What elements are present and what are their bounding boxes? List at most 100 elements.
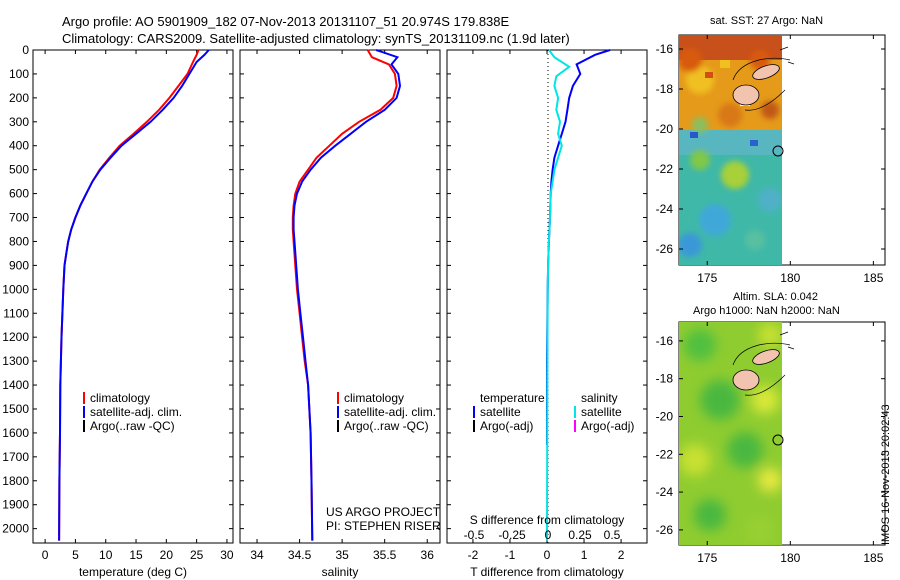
salinity-depth-ticks [240,49,440,530]
sst-map: -16 -18 -20 -22 -24 -26 175 180 185 [656,34,886,285]
depth-tick-label: 1000 [2,282,29,296]
legend-label-climatology: climatology [90,391,150,405]
depth-tick-label: 1500 [2,402,29,416]
s-difference-label: S difference from climatology [470,513,625,527]
lon-tick-label: 180 [780,551,800,565]
legend-label-argo: Argo(..raw -QC) [344,419,429,433]
lat-tick-label: -24 [656,202,674,216]
depth-tick-label: 1400 [2,378,29,392]
sla-map-title-line1: Altim. SLA: 0.042 [733,291,818,303]
lat-tick-label: -16 [656,42,674,56]
salinity-diff-ticklabels: -0.5 -0.25 0 0.25 0.5 [464,528,621,542]
temperature-xlabel: temperature (deg C) [79,565,187,579]
x-tick-label: 30 [220,548,234,562]
sla-lat-ticks: -16 -18 -20 -22 -24 -26 [656,334,885,537]
x-tick-label: 34.5 [288,548,312,562]
salinity-axes-frame [239,49,441,544]
sla-map-title-line2: Argo h1000: NaN h2000: NaN [693,305,840,317]
temperature-x-axis: 0 5 10 15 20 25 30 [42,50,234,562]
s-diff-tick-label: -0.25 [498,528,526,542]
legend-title-temperature: temperature [480,391,545,405]
lat-tick-label: -24 [656,485,674,499]
x-tick-label: 2 [618,548,625,562]
depth-tick-label: 1200 [2,330,29,344]
x-tick-label: 25 [190,548,204,562]
pi-annotation: PI: STEPHEN RISER [326,519,441,533]
depth-tick-label: 1900 [2,498,29,512]
temperature-series [58,49,210,541]
salinity-series [291,49,402,541]
figure-title-line2: Climatology: CARS2009. Satellite-adjuste… [62,31,570,46]
legend-title-salinity: salinity [581,391,618,405]
x-tick-label: 20 [160,548,174,562]
depth-tick-label: 2000 [2,522,29,536]
depth-tick-label: 200 [9,91,29,105]
depth-tick-label: 1600 [2,426,29,440]
x-tick-label: 35.5 [373,548,397,562]
depth-tick-label: 600 [9,187,29,201]
x-tick-label: -2 [468,548,479,562]
float-position-marker-sla [772,434,784,446]
salinity-panel: 34 34.5 35 35.5 36 salinity climatology sate… [239,49,441,579]
difference-panel: -2 -1 0 1 2 S difference from climatology -0… [446,49,648,579]
lat-tick-label: -26 [656,523,674,537]
legend-label-satellite: satellite-adj. clim. [344,405,436,419]
depth-tick-label: 1300 [2,354,29,368]
lat-tick-label: -22 [656,447,674,461]
x-tick-label: 0 [544,548,551,562]
temperature-panel: 0100200300400500600700800900100011001200… [2,43,234,579]
x-tick-label: -1 [505,548,516,562]
lon-tick-label: 185 [863,551,883,565]
x-tick-label: 15 [129,548,143,562]
x-tick-label: 0 [42,548,49,562]
lat-tick-label: -22 [656,162,674,176]
depth-tick-label: 300 [9,115,29,129]
float-position-marker [772,145,784,157]
lat-tick-label: -20 [656,122,674,136]
x-tick-label: 10 [99,548,113,562]
sst-field [679,35,782,265]
temperature-axes-frame [32,49,234,544]
depth-tick-label: 400 [9,139,29,153]
sst-lon-ticks: 175 180 185 [697,35,884,285]
lat-tick-label: -26 [656,242,674,256]
depth-tick-label: 1800 [2,474,29,488]
x-tick-label: 5 [72,548,79,562]
lon-tick-label: 185 [863,271,883,285]
depth-axis: 0 100 200 300 400 500 600 700 800 900 1000 1100 1200… [2,43,233,536]
depth-tick-label: 700 [9,211,29,225]
legend-label-temp-satellite: satellite [480,405,521,419]
temperature-legend: climatology satellite-adj. clim. Argo(..… [83,391,182,433]
depth-tick-label: 1100 [3,306,29,320]
s-diff-tick-label: 0 [545,528,552,542]
lat-tick-label: -18 [656,372,674,386]
lat-tick-label: -20 [656,409,674,423]
legend-label-temp-argo: Argo(-adj) [480,419,533,433]
series-line-cyan [546,49,571,541]
lon-tick-label: 175 [697,271,717,285]
figure-title-line1: Argo profile: AO 5901909_182 07-Nov-2013… [62,14,510,29]
difference-x-axis: -2 -1 0 1 2 [468,50,625,562]
legend-label-argo: Argo(..raw -QC) [90,419,175,433]
depth-tick-label: 1700 [2,450,29,464]
timestamp-stamp: IMOS 16-Nov-2013 20:02:43 [880,404,892,545]
s-diff-tick-label: 0.5 [604,528,621,542]
salinity-legend: climatology satellite-adj. clim. Argo(..… [337,391,436,433]
depth-tick-label: 800 [9,234,29,248]
sla-map: -16 -18 -20 -22 -24 -26 175 180 185 [656,321,886,565]
difference-series [546,49,611,541]
depth-tick-label: 900 [9,258,29,272]
x-tick-label: 35 [335,548,349,562]
depth-tick-label: 100 [9,67,29,81]
difference-depth-ticks [447,49,647,530]
salinity-x-axis: 34 34.5 35 35.5 36 [250,50,434,562]
fiji-coastline-sst [732,46,795,111]
s-diff-tick-label: -0.5 [464,528,485,542]
depth-tick-label: 0 [22,43,29,57]
x-tick-label: 36 [421,548,435,562]
lon-tick-label: 180 [780,271,800,285]
t-difference-xlabel: T difference from climatology [470,565,624,579]
difference-legend: temperature satellite Argo(-adj) salinit… [473,391,634,433]
series-line-satellite [292,49,402,541]
